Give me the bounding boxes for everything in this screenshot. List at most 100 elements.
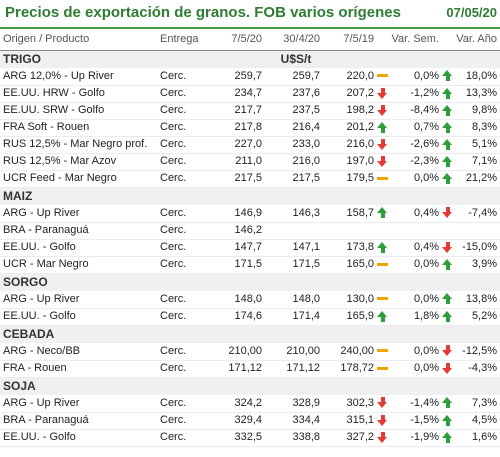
price-year-ago: 216,0 [320,136,374,154]
col-var-sem: Var. Sem. [374,29,440,51]
flat-dash-icon [377,293,388,304]
entrega-value: Cerc. [156,222,218,240]
price-current: 211,0 [218,153,262,171]
col-fecha-anio: 7/5/19 [320,29,374,51]
trend-cell [374,153,389,171]
arrow-up-icon [377,121,388,133]
trend-cell [439,395,455,413]
arrow-down-icon [377,431,388,443]
section-filler [374,324,500,343]
price-week-ago: 171,12 [262,360,320,378]
var-anio: 9,8% [454,102,500,120]
price-table: Origen / Producto Entrega 7/5/20 30/4/20… [0,29,500,447]
trend-cell [439,136,455,154]
price-year-ago: 130,0 [320,291,374,309]
product-name: UCR Feed - Mar Negro [0,170,156,188]
var-anio: 21,2% [454,170,500,188]
product-name: EE.UU. - Golfo [0,308,156,326]
price-week-ago [262,222,320,240]
entrega-value: Cerc. [156,119,218,137]
var-semana: 0,0% [389,68,440,86]
trend-cell [374,102,389,120]
table-row: BRA - Paranaguá Cerc. 329,4 334,4 315,1 -1,5%… [0,412,500,430]
arrow-up-icon [377,310,388,322]
section-filler [374,186,500,205]
price-year-ago: 198,2 [320,102,374,120]
price-year-ago: 302,3 [320,395,374,413]
trend-cell [374,412,389,430]
arrow-up-icon [442,104,453,116]
price-week-ago: 171,5 [262,256,320,274]
product-name: ARG - Up River [0,205,156,223]
price-week-ago: 171,4 [262,308,320,326]
table-row: ARG - Up River Cerc. 146,9 146,3 158,7 0,4% -7… [0,205,500,223]
price-year-ago: 165,9 [320,308,374,326]
table-row: EE.UU. - Golfo Cerc. 332,5 338,8 327,2 -1,9% 1… [0,429,500,447]
flat-dash-icon [377,70,388,81]
product-name: EE.UU. SRW - Golfo [0,102,156,120]
trend-cell [439,256,455,274]
price-year-ago: 165,0 [320,256,374,274]
var-semana: -1,9% [389,429,440,447]
var-anio: 7,3% [454,395,500,413]
trend-cell [439,119,455,137]
col-var-ano: Var. Año [439,29,500,51]
trend-cell [374,291,389,309]
price-current: 217,8 [218,119,262,137]
arrow-up-icon [442,397,453,409]
var-anio: 3,9% [454,256,500,274]
table-header: Origen / Producto Entrega 7/5/20 30/4/20… [0,29,500,51]
entrega-value: Cerc. [156,412,218,430]
var-anio: 7,1% [454,153,500,171]
price-year-ago: 207,2 [320,85,374,103]
product-name: BRA - Paranaguá [0,222,156,240]
arrow-down-icon [377,104,388,116]
arrow-down-icon [442,345,453,357]
price-year-ago: 327,2 [320,429,374,447]
product-name: RUS 12,5% - Mar Azov [0,153,156,171]
price-current: 227,0 [218,136,262,154]
arrow-up-icon [442,87,453,99]
section-filler [374,49,500,68]
trend-cell [439,412,455,430]
flat-dash-icon [377,345,388,356]
var-anio: 4,5% [454,412,500,430]
flat-dash-icon [377,259,388,270]
price-current: 259,7 [218,68,262,86]
table-row: BRA - Paranaguá Cerc. 146,2 [0,222,500,240]
product-name: UCR - Mar Negro [0,256,156,274]
price-year-ago: 240,00 [320,343,374,361]
price-week-ago: 210,00 [262,343,320,361]
trend-cell [439,308,455,326]
flat-dash-icon [377,173,388,184]
entrega-value: Cerc. [156,102,218,120]
price-week-ago: 233,0 [262,136,320,154]
entrega-value: Cerc. [156,153,218,171]
section-title: SORGO [0,272,218,291]
table-row: FRA - Rouen Cerc. 171,12 171,12 178,72 0,0% -4… [0,360,500,378]
trend-cell [374,136,389,154]
price-week-ago: 334,4 [262,412,320,430]
var-semana [389,222,440,240]
var-semana: 0,0% [389,291,440,309]
trend-cell [374,429,389,447]
price-week-ago: 237,5 [262,102,320,120]
trend-cell [439,360,455,378]
price-year-ago: 179,5 [320,170,374,188]
price-current: 210,00 [218,343,262,361]
price-week-ago: 338,8 [262,429,320,447]
price-year-ago: 173,8 [320,239,374,257]
var-anio: 5,1% [454,136,500,154]
product-name: ARG 12,0% - Up River [0,68,156,86]
var-anio: -12,5% [454,343,500,361]
entrega-value: Cerc. [156,239,218,257]
price-current: 174,6 [218,308,262,326]
entrega-value: Cerc. [156,343,218,361]
entrega-value: Cerc. [156,68,218,86]
trend-cell [374,395,389,413]
section-title: CEBADA [0,324,218,343]
trend-cell [374,222,389,240]
price-year-ago [320,222,374,240]
var-anio: 1,6% [454,429,500,447]
var-anio: 13,8% [454,291,500,309]
